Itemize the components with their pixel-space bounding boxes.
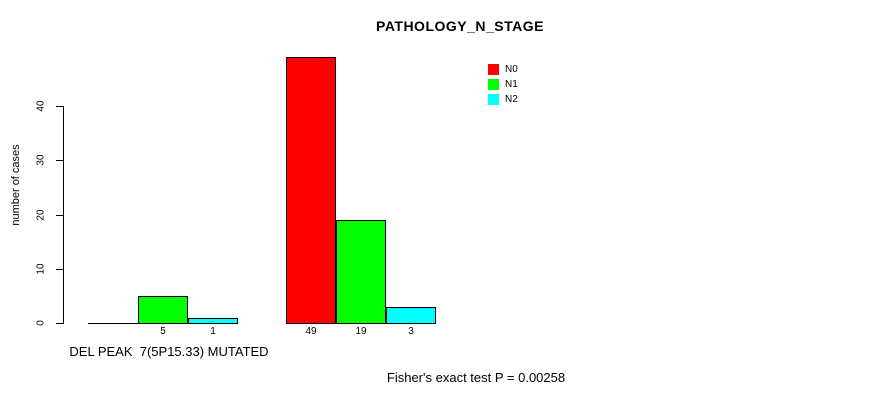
y-tick-label: 20: [35, 209, 47, 221]
fisher-test-caption: Fisher's exact test P = 0.00258: [386, 370, 566, 385]
legend-swatch-icon: [488, 79, 499, 90]
legend-item-n1: N1: [488, 77, 518, 92]
legend-swatch-icon: [488, 64, 499, 75]
bar-n1-group2: [336, 220, 386, 324]
legend-item-label: N1: [505, 79, 518, 90]
y-axis-label: number of cases: [10, 144, 22, 226]
y-tick-mark: [56, 106, 63, 107]
y-tick-mark: [56, 323, 63, 324]
legend-item-n2: N2: [488, 92, 518, 107]
y-tick-label: 10: [35, 263, 47, 275]
bar-n0-group1: [88, 323, 138, 324]
y-tick-label: 40: [35, 100, 47, 112]
legend-item-label: N2: [505, 94, 518, 105]
legend: N0 N1 N2: [488, 62, 518, 107]
bar-n0-group2: [286, 57, 336, 324]
chart-title: PATHOLOGY_N_STAGE: [376, 18, 544, 34]
bar-n2-group1: [188, 318, 238, 324]
y-tick-label: 30: [35, 154, 47, 166]
y-tick-mark: [56, 160, 63, 161]
legend-item-label: N0: [505, 64, 518, 75]
y-tick-mark: [56, 269, 63, 270]
bar-value-label: 19: [355, 326, 367, 337]
y-tick-label: 0: [35, 320, 47, 326]
bar-value-label: 5: [160, 326, 166, 337]
bar-value-label: 1: [210, 326, 216, 337]
legend-item-n0: N0: [488, 62, 518, 77]
x-axis-group-label: DEL PEAK 7(5P15.33) MUTATED: [69, 344, 269, 359]
y-tick-mark: [56, 215, 63, 216]
legend-swatch-icon: [488, 94, 499, 105]
bar-value-label: 3: [408, 326, 414, 337]
bar-n1-group1: [138, 296, 188, 324]
y-axis-line: [63, 106, 64, 324]
bar-n2-group2: [386, 307, 436, 324]
bar-value-label: 49: [305, 326, 317, 337]
